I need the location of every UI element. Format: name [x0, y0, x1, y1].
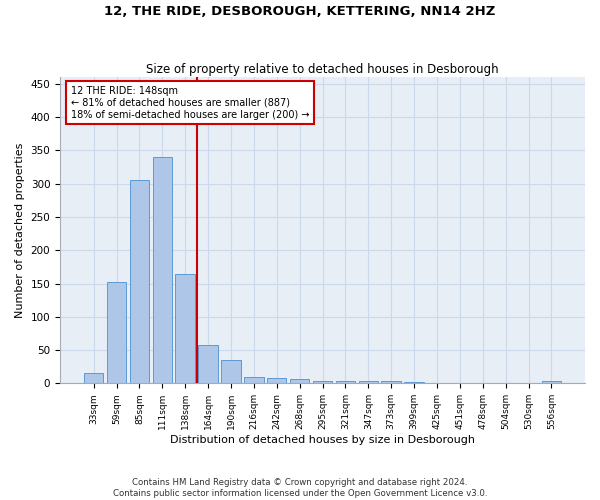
Bar [221, 360, 241, 384]
Bar [84, 374, 103, 384]
Bar [290, 378, 310, 384]
Text: Contains HM Land Registry data © Crown copyright and database right 2024.
Contai: Contains HM Land Registry data © Crown c… [113, 478, 487, 498]
Bar [335, 382, 355, 384]
Y-axis label: Number of detached properties: Number of detached properties [15, 142, 25, 318]
Title: Size of property relative to detached houses in Desborough: Size of property relative to detached ho… [146, 63, 499, 76]
Bar [152, 157, 172, 384]
Bar [175, 274, 195, 384]
Bar [267, 378, 286, 384]
Bar [107, 282, 126, 384]
Bar [542, 380, 561, 384]
Bar [382, 382, 401, 384]
Bar [130, 180, 149, 384]
Bar [199, 346, 218, 384]
Bar [404, 382, 424, 384]
Bar [359, 382, 378, 384]
Bar [244, 376, 263, 384]
Text: 12 THE RIDE: 148sqm
← 81% of detached houses are smaller (887)
18% of semi-detac: 12 THE RIDE: 148sqm ← 81% of detached ho… [71, 86, 309, 120]
Text: 12, THE RIDE, DESBOROUGH, KETTERING, NN14 2HZ: 12, THE RIDE, DESBOROUGH, KETTERING, NN1… [104, 5, 496, 18]
X-axis label: Distribution of detached houses by size in Desborough: Distribution of detached houses by size … [170, 435, 475, 445]
Bar [313, 380, 332, 384]
